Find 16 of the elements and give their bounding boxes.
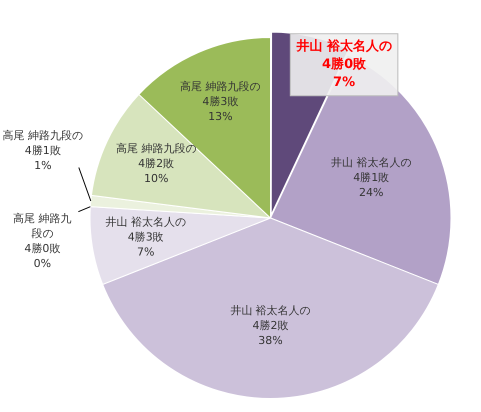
data-label: 24% [358, 186, 384, 199]
slice-label: 高尾 紳路九段の4勝1敗 [2, 128, 84, 157]
data-label: 38% [258, 334, 283, 348]
data-label: 10% [144, 172, 168, 186]
category-label: 高尾 紳路九段の4勝0敗 [13, 212, 72, 256]
slice-label: 井山 裕太名人の4勝2敗 [230, 304, 311, 332]
data-label: 1% [34, 158, 52, 172]
slice-label: 井山 裕太名人の4勝3敗 [105, 216, 186, 244]
slice-label: 井山 裕太名人の4勝0敗 [295, 38, 392, 72]
data-label: 7% [333, 75, 356, 90]
data-label: 7% [136, 246, 154, 259]
slice-label: 高尾 紳路九段の4勝3敗 [180, 80, 261, 108]
slice-label: 井山 裕太名人の4勝1敗 [330, 156, 412, 184]
text: 0% [34, 257, 52, 270]
slice-label: 高尾 紳路九段の4勝2敗 [116, 142, 196, 170]
data-label: 13% [208, 110, 233, 123]
